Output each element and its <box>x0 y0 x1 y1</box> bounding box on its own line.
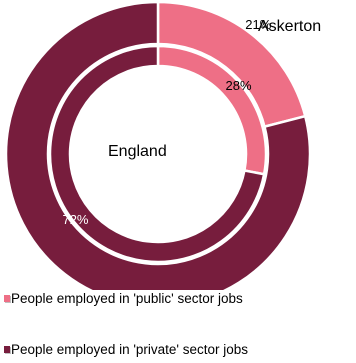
inner-ring-value-label-private: 72% <box>62 212 88 227</box>
inner-ring-label: England <box>108 143 167 160</box>
legend-item-public: People employed in 'public' sector jobs <box>4 291 243 306</box>
inner-ring-england <box>48 44 268 264</box>
legend-swatch-private <box>4 346 10 353</box>
legend-item-private: People employed in 'private' sector jobs <box>4 342 248 357</box>
legend-swatch-public <box>4 295 10 302</box>
outer-ring-slice-private <box>4 0 312 290</box>
inner-ring-slice-private <box>48 44 266 264</box>
outer-ring-value-label-public: 21% <box>245 17 271 32</box>
legend-label-public: People employed in 'public' sector jobs <box>11 291 243 306</box>
value-labels: 21%79%28%72% <box>62 17 271 227</box>
outer-ring-askerton <box>4 0 312 290</box>
donut-chart: 21%79%28%72% <box>4 0 312 290</box>
inner-ring-value-label-public: 28% <box>225 78 251 93</box>
outer-ring-label: Askerton <box>258 18 322 35</box>
legend-label-private: People employed in 'private' sector jobs <box>11 342 249 357</box>
